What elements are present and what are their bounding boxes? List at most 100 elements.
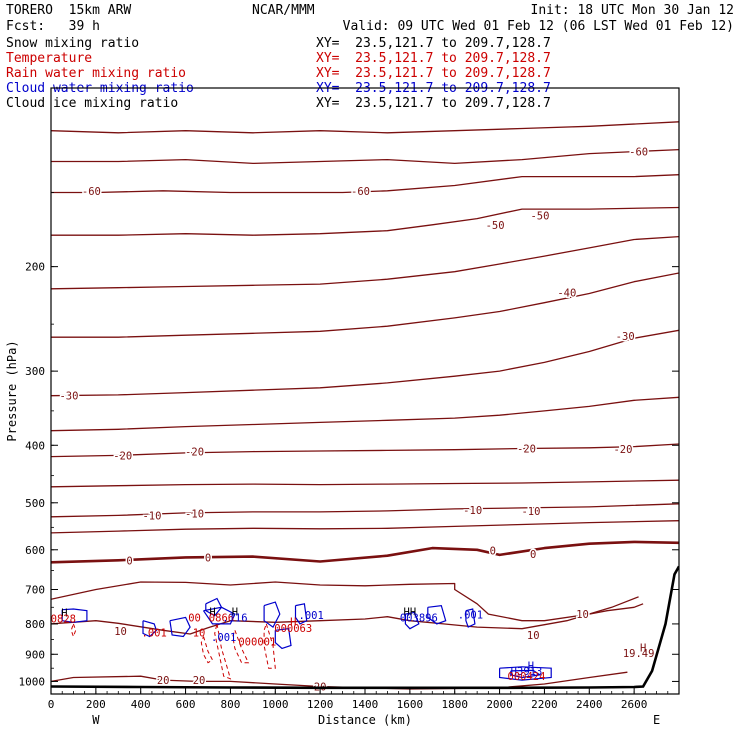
center-title: NCAR/MMM (252, 3, 315, 18)
rain-contour (200, 636, 214, 664)
contour-annotation: H (640, 642, 646, 654)
cloud-water-contour (169, 616, 191, 638)
contour-annotation: 19.49 (623, 648, 655, 660)
x-tick-label: 1000 (262, 698, 289, 711)
temperature-contour-label: -60 (351, 186, 370, 198)
temperature-contour-label: -60 (82, 186, 101, 198)
contour-annotation: H (209, 607, 215, 619)
temperature-contour-label: 10 (527, 630, 540, 642)
plot-frame (50, 87, 680, 695)
rain-contour (70, 623, 77, 638)
y-tick-label: 1000 (19, 675, 46, 688)
cloud-water-contour (203, 606, 236, 625)
field-label-cloud-water: Cloud water mixing ratio (6, 81, 194, 96)
y-tick-label: 600 (25, 544, 45, 557)
field-xy-rain: XY= 23.5,121.7 to 209.7,128.7 (316, 66, 551, 81)
contour-annotation: 0828 (51, 613, 76, 625)
cloud-water-contour (465, 608, 476, 628)
field-xy-temperature: XY= 23.5,121.7 to 209.7,128.7 (316, 51, 551, 66)
contour-annotation: .116 (222, 613, 247, 625)
terrain (51, 565, 679, 690)
contour-annotation: H (290, 617, 296, 629)
x-axis-label: Distance (km) (318, 713, 412, 727)
temperature-contour-label: -20 (185, 447, 204, 459)
x-tick-label: 800 (220, 698, 240, 711)
temperature-contour-label: -10 (142, 510, 161, 522)
temperature-contour-label: -50 (530, 210, 549, 222)
temperature-contour (51, 520, 679, 534)
cloud-water-contour (274, 628, 292, 650)
west-label: W (92, 713, 100, 727)
temperature-contour-label: -20 (517, 443, 536, 455)
temperature-contour-label: -20 (113, 450, 132, 462)
cloud-water-contour (427, 604, 447, 625)
contour-annotation: .001 (458, 609, 483, 621)
axes: 0 200 400 600 800 1000 1200 1400 1600 1800 2000 220… (5, 87, 680, 727)
contour-annotation: 10 (193, 627, 206, 639)
cloud-water-contour (205, 597, 223, 617)
field-label-rain: Rain water mixing ratio (6, 66, 187, 81)
contour-annotation: H (61, 608, 67, 620)
field-label-cloud-ice: Cloud ice mixing ratio (6, 96, 179, 111)
temperature-contour-label: 0 (490, 546, 496, 558)
temperature-contour-label: 10 (576, 609, 589, 621)
y-tick-label: 800 (25, 618, 45, 631)
temperature-contour-label: 10 (114, 626, 127, 638)
y-tick-label: 200 (25, 261, 45, 274)
temperature-contour-label: -10 (185, 508, 204, 520)
y-tick-label: 500 (25, 497, 45, 510)
temperature-contour-label: -50 (486, 220, 505, 232)
valid-time: Valid: 09 UTC Wed 01 Feb 12 (06 LST Wed … (342, 19, 734, 34)
rain-contour (263, 623, 276, 669)
x-tick-label: 2600 (621, 698, 648, 711)
x-tick-label: 1400 (352, 698, 379, 711)
y-tick-label: 700 (25, 584, 45, 597)
temperature-contour (51, 121, 679, 134)
x-tick-label: 2400 (576, 698, 603, 711)
contour-annotation: 00 (188, 613, 201, 625)
contour-annotation: H (232, 607, 238, 619)
contour-annotation: .001 (299, 610, 324, 622)
temperature-contour (51, 235, 679, 290)
cloud-water-contour (510, 669, 542, 679)
temperature-contour (51, 148, 679, 165)
temperature-contour (51, 329, 679, 397)
forecast-hour: Fcst: 39 h (6, 19, 100, 34)
x-tick-label: 0 (48, 698, 55, 711)
temperature-contour-label: -10 (521, 506, 540, 518)
contour-annotation: HH (404, 607, 417, 619)
temperature-contour-label: -20 (613, 444, 632, 456)
temperature-contour-label: -10 (463, 505, 482, 517)
y-tick-label: 900 (25, 648, 45, 661)
x-tick-label: 1600 (397, 698, 424, 711)
temperature-contour-label: 0 (530, 549, 536, 561)
cloud-water-contour (142, 620, 158, 638)
temperature-contour-label: 0 (126, 556, 132, 568)
contour-annotation: 003896 (400, 612, 438, 624)
temperature-contour (51, 396, 679, 432)
temperature-contour (51, 581, 644, 622)
rain-contour (214, 623, 232, 680)
temperature-contour (51, 443, 679, 458)
x-tick-label: 600 (176, 698, 196, 711)
terrain-line (51, 565, 679, 690)
y-tick-label: 400 (25, 439, 45, 452)
temperature-contour-label: -30 (59, 391, 78, 403)
temperature-contour-label: -60 (629, 147, 648, 159)
contour-annotation: H (528, 661, 534, 673)
y-axis-label: Pressure (hPa) (5, 340, 19, 441)
cloud-water-contour (263, 601, 281, 628)
temperature-contour-label: 20 (157, 675, 170, 687)
field-xy-cloud-ice: XY= 23.5,121.7 to 209.7,128.7 (316, 96, 551, 111)
contour-annotation: 000424 (508, 671, 546, 683)
x-tick-label: 400 (131, 698, 151, 711)
temperature-contour-label: -30 (616, 331, 635, 343)
x-tick-label: 200 (86, 698, 106, 711)
temperature-contour (51, 596, 639, 635)
y-tick-label: 300 (25, 365, 45, 378)
contour-annotation: 000063 (274, 623, 312, 635)
temperature-contour-label: -40 (557, 287, 576, 299)
temperature-contour (51, 174, 679, 194)
contour-annotation: 000001 (238, 637, 276, 649)
